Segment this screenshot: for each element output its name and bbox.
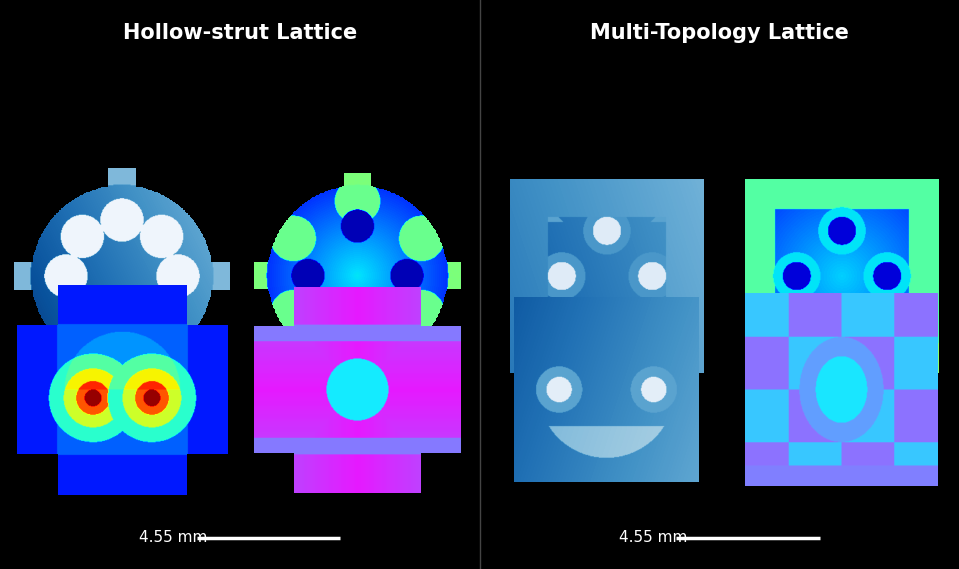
Text: Hollow-strut Lattice: Hollow-strut Lattice bbox=[123, 23, 357, 43]
Text: 4.55 mm: 4.55 mm bbox=[619, 530, 687, 545]
Text: 4.55 mm: 4.55 mm bbox=[139, 530, 207, 545]
Text: Multi-Topology Lattice: Multi-Topology Lattice bbox=[590, 23, 849, 43]
